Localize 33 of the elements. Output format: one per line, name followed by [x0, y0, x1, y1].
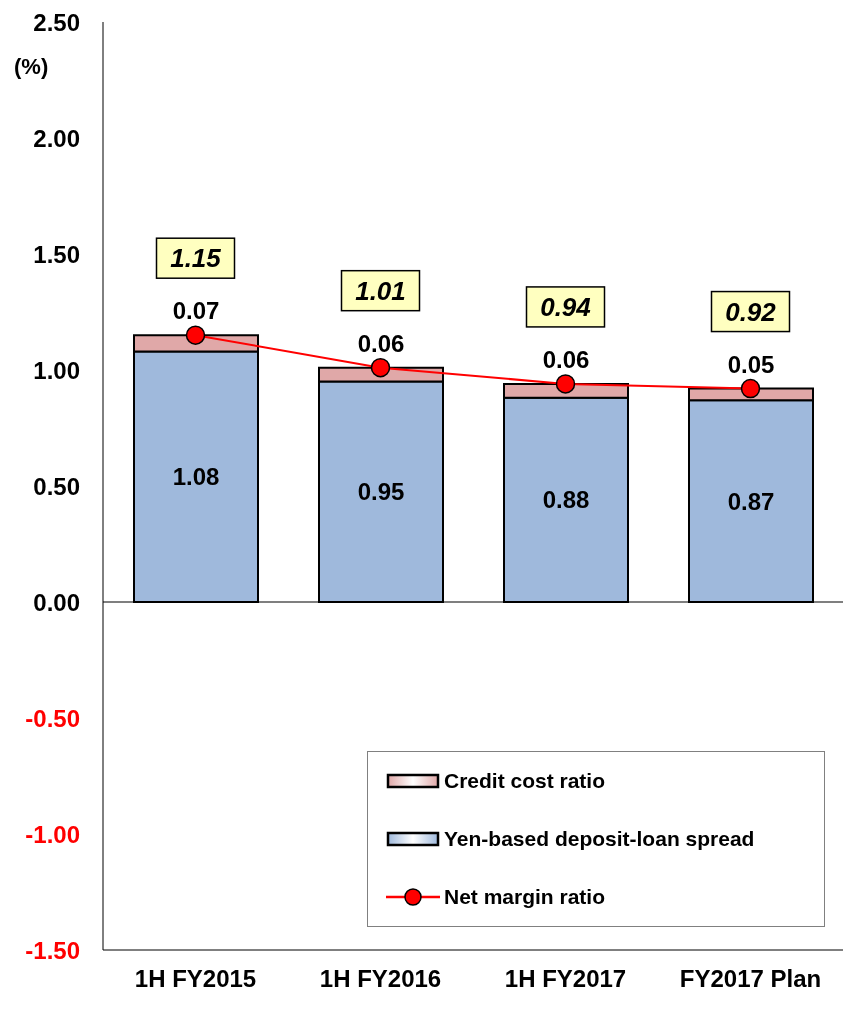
point: [185, 325, 206, 345]
data-label: 1.08: [172, 463, 220, 491]
data-label: 1.15: [170, 243, 222, 274]
legend-label: Credit cost ratio: [444, 769, 606, 793]
y-tick-label: 2.50: [33, 9, 80, 36]
point: [370, 357, 391, 378]
data-label: 0.87: [727, 487, 775, 515]
y-tick-label: 1.00: [33, 357, 80, 384]
legend-label: Net margin ratio: [444, 885, 606, 909]
data-label: 0.06: [542, 345, 590, 373]
point: [555, 374, 576, 394]
y-tick-label: 2.00: [33, 125, 80, 152]
data-label: 0.05: [727, 350, 775, 378]
data-label: 0.95: [357, 478, 405, 506]
x-tick-label: 1H FY2016: [319, 965, 442, 993]
y-tick-label: 0.00: [33, 589, 80, 616]
point: [740, 378, 761, 399]
y-tick-label: 0.50: [33, 473, 80, 500]
legend-label: Yen-based deposit-loan spread: [444, 827, 755, 851]
data-label: 0.94: [540, 291, 592, 322]
y-tick-label: -1.00: [25, 821, 80, 848]
y-tick-label: -0.50: [25, 705, 80, 732]
x-tick-label: 1H FY2017: [504, 965, 627, 993]
y-tick-label: -1.50: [25, 937, 80, 964]
data-label: 0.88: [542, 486, 590, 514]
data-label: 0.07: [172, 297, 220, 325]
x-tick-label: FY2017 Plan: [679, 965, 822, 993]
y-axis-title: (%): [14, 53, 49, 79]
data-label: 0.92: [725, 296, 777, 327]
y-tick-label: 1.50: [33, 241, 80, 268]
x-tick-label: 1H FY2015: [134, 965, 257, 993]
data-label: 0.06: [357, 329, 405, 357]
data-label: 1.01: [355, 275, 406, 306]
